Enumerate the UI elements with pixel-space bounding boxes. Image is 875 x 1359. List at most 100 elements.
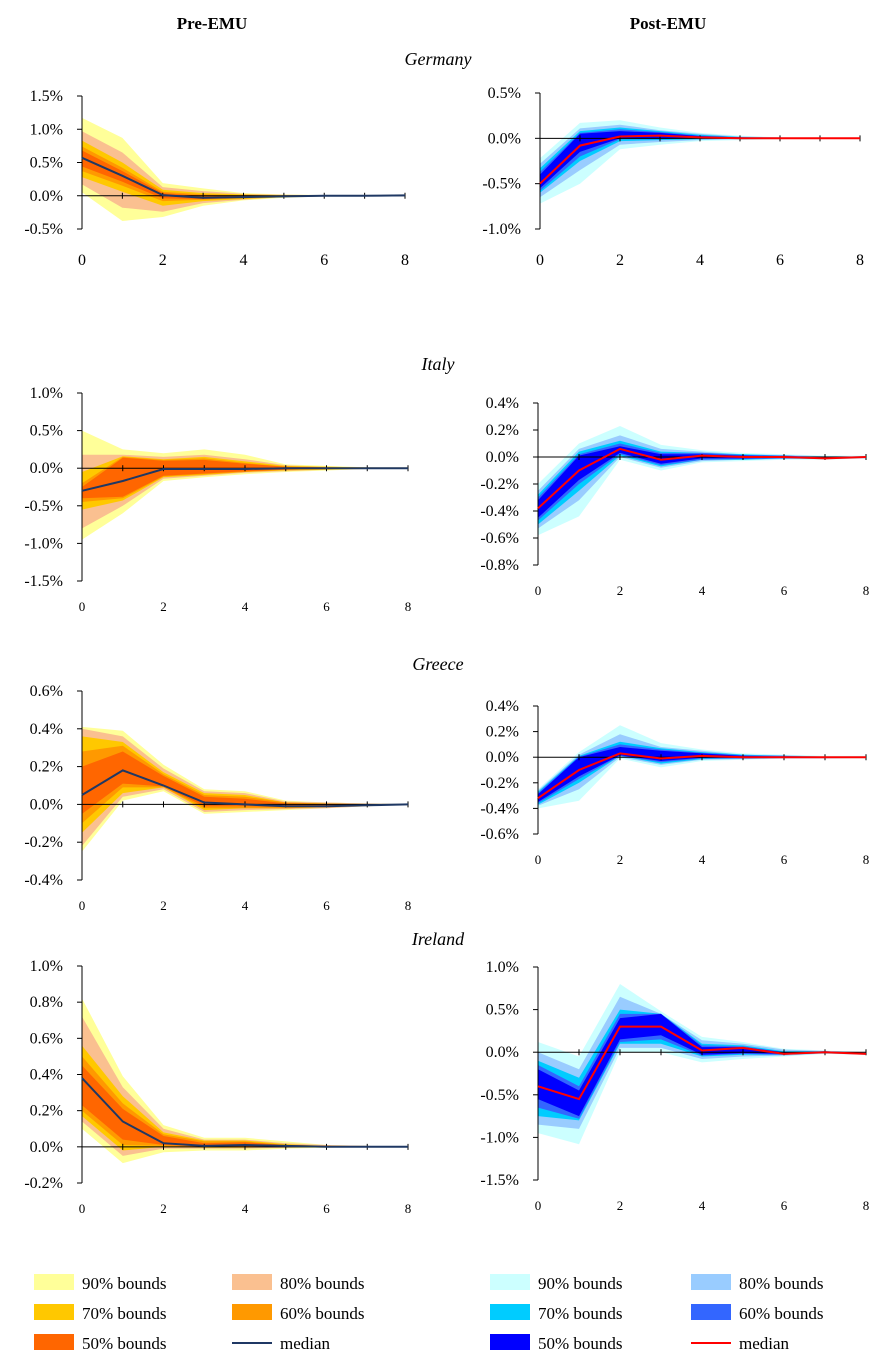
header-pre-emu: Pre-EMU <box>177 14 248 33</box>
legend-item-b60: 60% bounds <box>232 1304 365 1323</box>
x-tick-label: 4 <box>242 599 249 614</box>
y-tick-label: 0.0% <box>486 1044 519 1061</box>
median-line <box>537 1025 867 1101</box>
x-tick-label: 6 <box>323 1201 330 1216</box>
x-tick-label: 6 <box>320 252 328 269</box>
median-line <box>81 769 409 808</box>
legend-swatch <box>34 1274 74 1290</box>
legend-swatch <box>691 1304 731 1320</box>
chart-italy-post: -0.8% -0.6% -0.4% -0.2% 0.0% 0.2% 0.4% 0 2 4 6 8 <box>480 395 869 598</box>
legend-swatch <box>490 1274 530 1290</box>
chart-greece-post: -0.6% -0.4% -0.2% 0.0% 0.2% 0.4% 0 2 4 6 8 <box>480 698 869 867</box>
legend-label: 50% bounds <box>538 1334 623 1353</box>
x-tick-label: 4 <box>699 1198 706 1213</box>
y-tick-label: 0.8% <box>30 994 63 1011</box>
x-tick-label: 8 <box>405 898 412 913</box>
legend-pre: 90% bounds 80% bounds 70% bounds 60% bounds… <box>34 1274 365 1353</box>
x-tick-label: 0 <box>79 599 86 614</box>
band-b70 <box>538 1009 866 1121</box>
y-tick-label: -0.5% <box>482 176 521 193</box>
x-tick-label: 2 <box>160 599 167 614</box>
legend-label: 80% bounds <box>280 1274 365 1293</box>
y-tick-label: -1.5% <box>480 1172 519 1189</box>
legend-swatch <box>232 1274 272 1290</box>
y-tick-label: 0.6% <box>30 683 63 700</box>
legend-item-b60: 60% bounds <box>691 1304 824 1323</box>
y-tick-label: 0.5% <box>486 1002 519 1019</box>
y-tick-label: 1.5% <box>30 88 63 105</box>
median-line <box>81 156 406 199</box>
x-tick-label: 8 <box>405 599 412 614</box>
legend-label: median <box>280 1334 331 1353</box>
legend-swatch <box>490 1334 530 1350</box>
legend-label: 80% bounds <box>739 1274 824 1293</box>
x-tick-label: 4 <box>242 1201 249 1216</box>
x-tick-label: 8 <box>863 1198 870 1213</box>
country-label: Greece <box>412 654 463 674</box>
x-tick-label: 6 <box>323 898 330 913</box>
median-line <box>81 467 408 492</box>
y-tick-label: -0.4% <box>24 872 63 889</box>
y-tick-label: -0.2% <box>480 775 519 792</box>
x-tick-label: 2 <box>617 583 624 598</box>
y-tick-label: -0.2% <box>24 1175 63 1192</box>
legends: 90% bounds 80% bounds 70% bounds 60% bounds… <box>34 1274 824 1353</box>
y-tick-label: 0.2% <box>30 759 63 776</box>
y-tick-label: 0.0% <box>30 188 63 205</box>
x-tick-label: 0 <box>535 852 542 867</box>
y-tick-label: 0.4% <box>486 395 519 412</box>
legend-label: 70% bounds <box>82 1304 167 1323</box>
x-tick-label: 2 <box>617 852 624 867</box>
x-tick-label: 0 <box>79 898 86 913</box>
y-tick-label: -0.6% <box>480 826 519 843</box>
legend-label: 60% bounds <box>739 1304 824 1323</box>
legend-label: 60% bounds <box>280 1304 365 1323</box>
x-tick-label: 0 <box>535 1198 542 1213</box>
x-tick-label: 6 <box>776 252 784 269</box>
x-tick-label: 4 <box>699 583 706 598</box>
band-b70 <box>82 1045 408 1151</box>
y-tick-label: -0.8% <box>480 557 519 574</box>
legend-label: median <box>739 1334 790 1353</box>
y-tick-label: -1.5% <box>24 573 63 590</box>
median-line <box>537 752 866 800</box>
x-tick-label: 4 <box>242 898 249 913</box>
y-tick-label: 1.0% <box>30 385 63 402</box>
x-tick-label: 0 <box>536 252 544 269</box>
y-tick-label: -0.5% <box>24 498 63 515</box>
y-tick-label: -0.5% <box>480 1087 519 1104</box>
y-tick-label: 0.4% <box>486 698 519 715</box>
legend-item-b70: 70% bounds <box>34 1304 167 1323</box>
x-tick-label: 0 <box>78 252 86 269</box>
x-tick-label: 2 <box>617 1198 624 1213</box>
y-tick-label: 0.0% <box>30 1139 63 1156</box>
y-tick-label: 0.2% <box>486 422 519 439</box>
y-tick-label: 0.0% <box>488 130 521 147</box>
legend-swatch <box>490 1304 530 1320</box>
x-tick-label: 4 <box>240 252 248 269</box>
legend-label: 50% bounds <box>82 1334 167 1353</box>
y-tick-label: 0.0% <box>30 796 63 813</box>
legend-swatch <box>691 1274 731 1290</box>
x-tick-label: 8 <box>401 252 409 269</box>
x-tick-label: 2 <box>160 898 167 913</box>
chart-greece-pre: Greece -0.4% -0.2% 0.0% 0.2% 0.4% 0.6% 0 2 4 6 8 <box>24 654 463 913</box>
x-tick-label: 4 <box>699 852 706 867</box>
y-tick-label: 1.0% <box>30 121 63 138</box>
x-tick-label: 2 <box>616 252 624 269</box>
chart-italy-pre: Italy -1.5% -1.0% -0.5% 0.0% 0.5% 1.0% 0 2 4 6 8 <box>24 354 454 614</box>
legend-label: 70% bounds <box>538 1304 623 1323</box>
x-tick-label: 2 <box>160 1201 167 1216</box>
y-tick-label: 0.6% <box>30 1030 63 1047</box>
legend-item-b80: 80% bounds <box>232 1274 365 1293</box>
band-b50 <box>538 1013 866 1117</box>
y-tick-label: -1.0% <box>24 535 63 552</box>
x-tick-label: 6 <box>781 583 788 598</box>
x-tick-label: 4 <box>696 252 704 269</box>
y-tick-label: -0.4% <box>480 800 519 817</box>
legend-post: 90% bounds 80% bounds 70% bounds 60% bounds… <box>490 1274 824 1353</box>
charts-grid: Germany -0.5% 0.0% 0.5% 1.0% 1.5% 0 2 4 6 8 -1.0% -0… <box>24 49 869 1216</box>
header-post-emu: Post-EMU <box>630 14 706 33</box>
legend-label: 90% bounds <box>538 1274 623 1293</box>
x-tick-label: 8 <box>863 852 870 867</box>
